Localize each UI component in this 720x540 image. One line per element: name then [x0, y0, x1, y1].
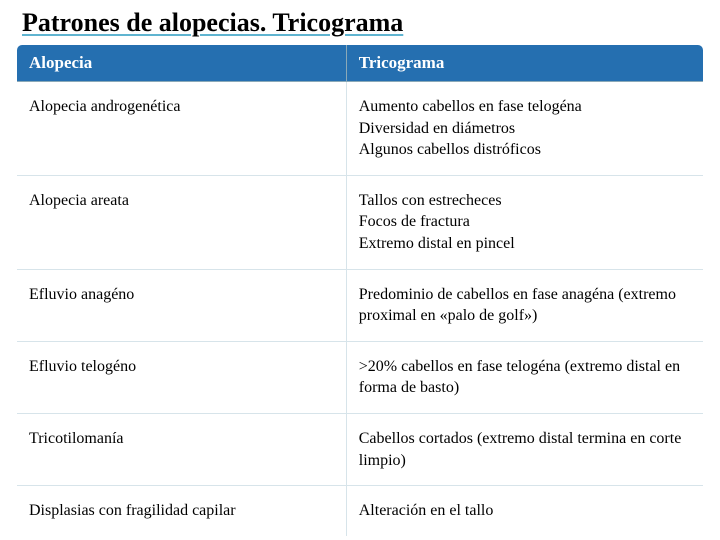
- table-row: Alopecia areata Tallos con estrechecesFo…: [17, 175, 704, 269]
- cell-alopecia: Alopecia androgenética: [17, 82, 347, 176]
- col-header-tricograma: Tricograma: [346, 45, 703, 82]
- cell-alopecia: Efluvio telogéno: [17, 341, 347, 413]
- table-row: Alopecia androgenética Aumento cabellos …: [17, 82, 704, 176]
- cell-tricograma: Predominio de cabellos en fase anagéna (…: [346, 269, 703, 341]
- table-row: Tricotilomanía Cabellos cortados (extrem…: [17, 413, 704, 485]
- cell-tricograma: Tallos con estrechecesFocos de fracturaE…: [346, 175, 703, 269]
- cell-tricograma: Aumento cabellos en fase telogénaDiversi…: [346, 82, 703, 176]
- table-header-row: Alopecia Tricograma: [17, 45, 704, 82]
- col-header-alopecia: Alopecia: [17, 45, 347, 82]
- table-row: Efluvio telogéno >20% cabellos en fase t…: [17, 341, 704, 413]
- page-title: Patrones de alopecias. Tricograma: [16, 8, 704, 38]
- cell-alopecia: Tricotilomanía: [17, 413, 347, 485]
- cell-tricograma: Alteración en el tallo: [346, 486, 703, 537]
- alopecia-table: Alopecia Tricograma Alopecia androgenéti…: [16, 44, 704, 537]
- cell-alopecia: Alopecia areata: [17, 175, 347, 269]
- cell-tricograma: Cabellos cortados (extremo distal termin…: [346, 413, 703, 485]
- table-body: Alopecia androgenética Aumento cabellos …: [17, 82, 704, 537]
- cell-alopecia: Displasias con fragilidad capilar: [17, 486, 347, 537]
- cell-tricograma: >20% cabellos en fase telogéna (extremo …: [346, 341, 703, 413]
- cell-alopecia: Efluvio anagéno: [17, 269, 347, 341]
- table-row: Efluvio anagéno Predominio de cabellos e…: [17, 269, 704, 341]
- table-row: Displasias con fragilidad capilar Altera…: [17, 486, 704, 537]
